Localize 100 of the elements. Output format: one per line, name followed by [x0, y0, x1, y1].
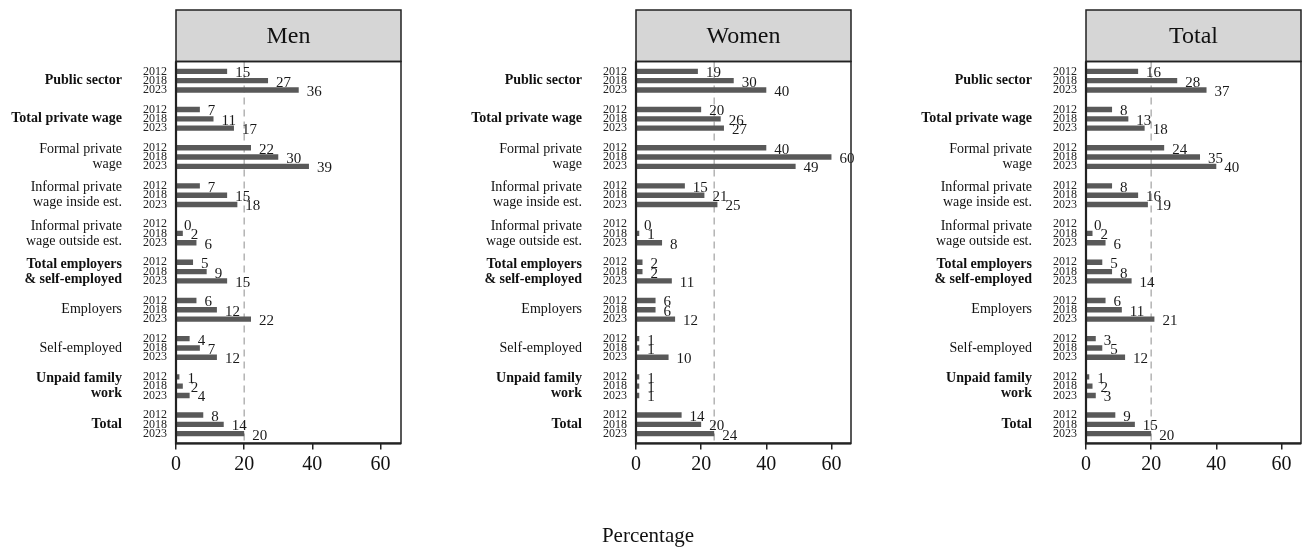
- data-label: 21: [712, 188, 728, 205]
- bar: [176, 335, 190, 342]
- bar: [1086, 192, 1139, 198]
- data-label: 16: [1146, 64, 1162, 81]
- bar: [636, 307, 656, 313]
- bar: [1086, 316, 1155, 322]
- data-label: 11: [1129, 302, 1145, 319]
- bar: [636, 268, 643, 275]
- bar: [1086, 116, 1129, 122]
- data-label: 30: [741, 73, 757, 90]
- x-tick-label: 0: [631, 451, 641, 474]
- bar: [636, 192, 705, 198]
- bar: [1086, 201, 1148, 208]
- bar: [1086, 183, 1113, 189]
- data-label: 39: [316, 159, 332, 176]
- data-label: 4: [197, 388, 206, 405]
- y-tick-label: Employers: [521, 301, 582, 317]
- bar: [636, 116, 721, 122]
- x-tick-label: 60: [821, 451, 842, 474]
- data-label: 8: [1120, 264, 1128, 281]
- data-label: 2: [190, 226, 199, 243]
- bar: [176, 125, 234, 131]
- y-tick-label: Total private wage: [921, 110, 1032, 126]
- data-label: 30: [286, 149, 302, 166]
- bar: [1086, 345, 1103, 351]
- data-label: 6: [1113, 293, 1122, 310]
- y-tick-label: Formal private wage: [499, 141, 582, 172]
- data-label: 18: [1152, 121, 1168, 138]
- bar: [1086, 354, 1126, 360]
- y-tick-label: Self-employed: [949, 339, 1032, 355]
- data-label: 8: [1120, 102, 1128, 119]
- data-label: 17: [241, 121, 258, 138]
- data-label: 4: [197, 331, 206, 348]
- y-tick-label: Employers: [61, 301, 122, 317]
- data-label: 12: [224, 350, 240, 367]
- text: 2012: [1053, 139, 1077, 154]
- bar: [176, 259, 194, 265]
- data-label: 13: [1136, 111, 1152, 128]
- x-tick-label: 40: [756, 451, 777, 474]
- y-tick-label: Unpaid family work: [946, 370, 1033, 401]
- chart-title: Women: [706, 22, 781, 49]
- data-label: 15: [235, 273, 251, 290]
- bar: [1086, 412, 1116, 418]
- data-label: 15: [692, 178, 708, 195]
- data-label: 14: [689, 407, 706, 424]
- y-tick-label: Self-employed: [499, 339, 582, 355]
- data-label: 40: [774, 82, 790, 99]
- y-tick-label: Informal private wage inside est.: [940, 179, 1032, 210]
- data-label: 40: [774, 140, 790, 157]
- bar: [636, 87, 767, 93]
- data-label: 28: [1185, 73, 1201, 90]
- bar: [176, 77, 269, 84]
- data-label: 8: [670, 235, 678, 252]
- bar: [176, 278, 228, 284]
- chart-title: Total: [1169, 22, 1219, 49]
- bar: [636, 278, 672, 284]
- data-label: 7: [207, 340, 216, 357]
- data-label: 12: [224, 302, 240, 319]
- data-label: 25: [725, 197, 741, 214]
- data-label: 36: [306, 82, 323, 99]
- bar: [1086, 68, 1139, 75]
- y-tick-label: Informal private wage inside est.: [30, 179, 122, 210]
- y-tick-label: Unpaid family work: [36, 370, 123, 401]
- x-tick-label: 40: [1206, 451, 1227, 474]
- data-label: 11: [679, 273, 695, 290]
- bar: [176, 412, 204, 418]
- bar: [1086, 154, 1201, 160]
- bar: [636, 240, 663, 246]
- y-tick-label: Formal private wage: [39, 141, 122, 172]
- bar: [176, 268, 207, 275]
- bar: [176, 145, 251, 151]
- bar: [636, 183, 685, 189]
- y-tick-label: Total private wage: [471, 110, 582, 126]
- bar: [176, 154, 279, 160]
- data-label: 14: [1139, 273, 1156, 290]
- y-tick-label: Formal private wage: [949, 141, 1032, 172]
- data-label: 14: [231, 417, 248, 434]
- bar: [176, 201, 238, 208]
- data-label: 5: [1110, 255, 1118, 272]
- bar: [176, 192, 228, 198]
- data-label: 3: [1103, 331, 1112, 348]
- bar: [1086, 383, 1093, 389]
- data-label: 5: [201, 255, 209, 272]
- bar: [1086, 307, 1122, 313]
- y-tick-label: Total employers & self-employed: [934, 255, 1033, 286]
- y-tick-label: Self-employed: [39, 339, 122, 355]
- x-tick-label: 0: [1081, 451, 1091, 474]
- bar: [1086, 430, 1152, 437]
- data-label: 9: [214, 264, 223, 281]
- data-label: 12: [1133, 350, 1149, 367]
- data-label: 7: [207, 178, 216, 195]
- bar: [636, 125, 724, 131]
- data-label: 35: [1208, 149, 1224, 166]
- x-tick-label: 40: [302, 451, 323, 474]
- bar: [636, 68, 698, 75]
- y-tick-label: Informal private wage outside est.: [935, 217, 1032, 248]
- bar: [176, 183, 200, 189]
- bar: [1086, 145, 1165, 151]
- bar: [176, 316, 251, 322]
- data-label: 40: [1224, 159, 1240, 176]
